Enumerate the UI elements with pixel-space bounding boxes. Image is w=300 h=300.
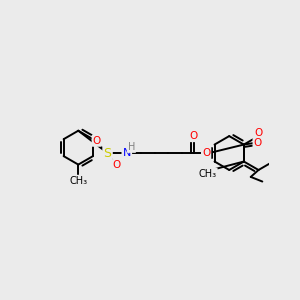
Text: O: O (254, 128, 262, 138)
Text: O: O (254, 138, 262, 148)
Text: S: S (103, 146, 112, 160)
Text: CH₃: CH₃ (199, 169, 217, 179)
Text: O: O (190, 131, 198, 141)
Text: N: N (123, 148, 131, 158)
Text: CH₃: CH₃ (69, 176, 87, 186)
Text: O: O (112, 160, 120, 170)
Text: O: O (202, 148, 210, 158)
Text: H: H (128, 142, 135, 152)
Text: O: O (93, 136, 101, 146)
